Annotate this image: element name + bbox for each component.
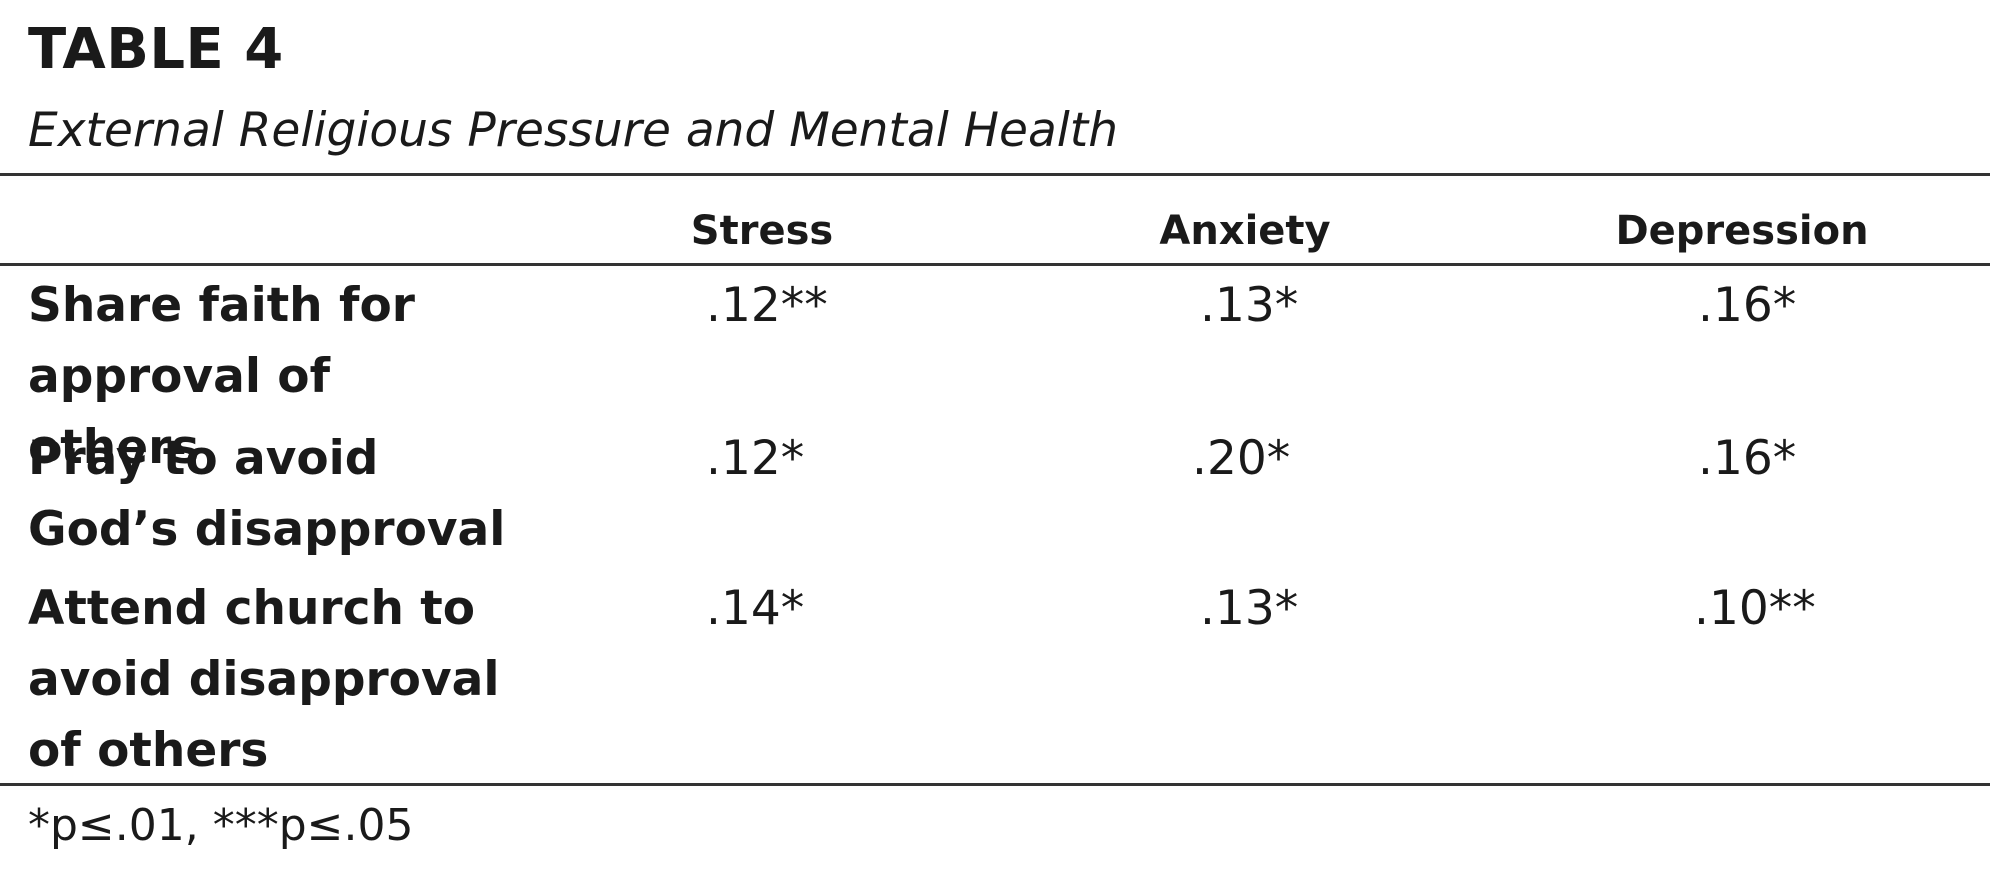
cell-row2-stress: .12* (706, 431, 805, 486)
row-label-pray: Pray to avoid God’s disapproval (28, 431, 506, 557)
table-footnote: *p≤.01, ***p≤.05 (28, 800, 414, 851)
cell-row2-depression: .16* (1698, 431, 1797, 486)
cell-row1-depression: .16* (1698, 278, 1797, 333)
cell-row3-anxiety: .13* (1200, 581, 1299, 636)
cell-row1-stress: .12** (706, 278, 828, 333)
bottom-rule (0, 783, 1990, 786)
table-caption: External Religious Pressure and Mental H… (28, 103, 1119, 158)
cell-row3-depression: .10** (1694, 581, 1816, 636)
row-label-share-faith: Share faith for approval of others (28, 278, 415, 475)
header-rule (0, 263, 1990, 266)
table-label: TABLE 4 (28, 17, 284, 82)
column-header-stress: Stress (690, 208, 834, 254)
column-header-depression: Depression (1615, 208, 1869, 254)
column-header-anxiety: Anxiety (1159, 208, 1331, 254)
top-rule (0, 173, 1990, 176)
row-label-attend-church: Attend church to avoid disapproval of ot… (28, 581, 500, 778)
cell-row1-anxiety: .13* (1200, 278, 1299, 333)
cell-row2-anxiety: .20* (1192, 431, 1291, 486)
cell-row3-stress: .14* (706, 581, 805, 636)
